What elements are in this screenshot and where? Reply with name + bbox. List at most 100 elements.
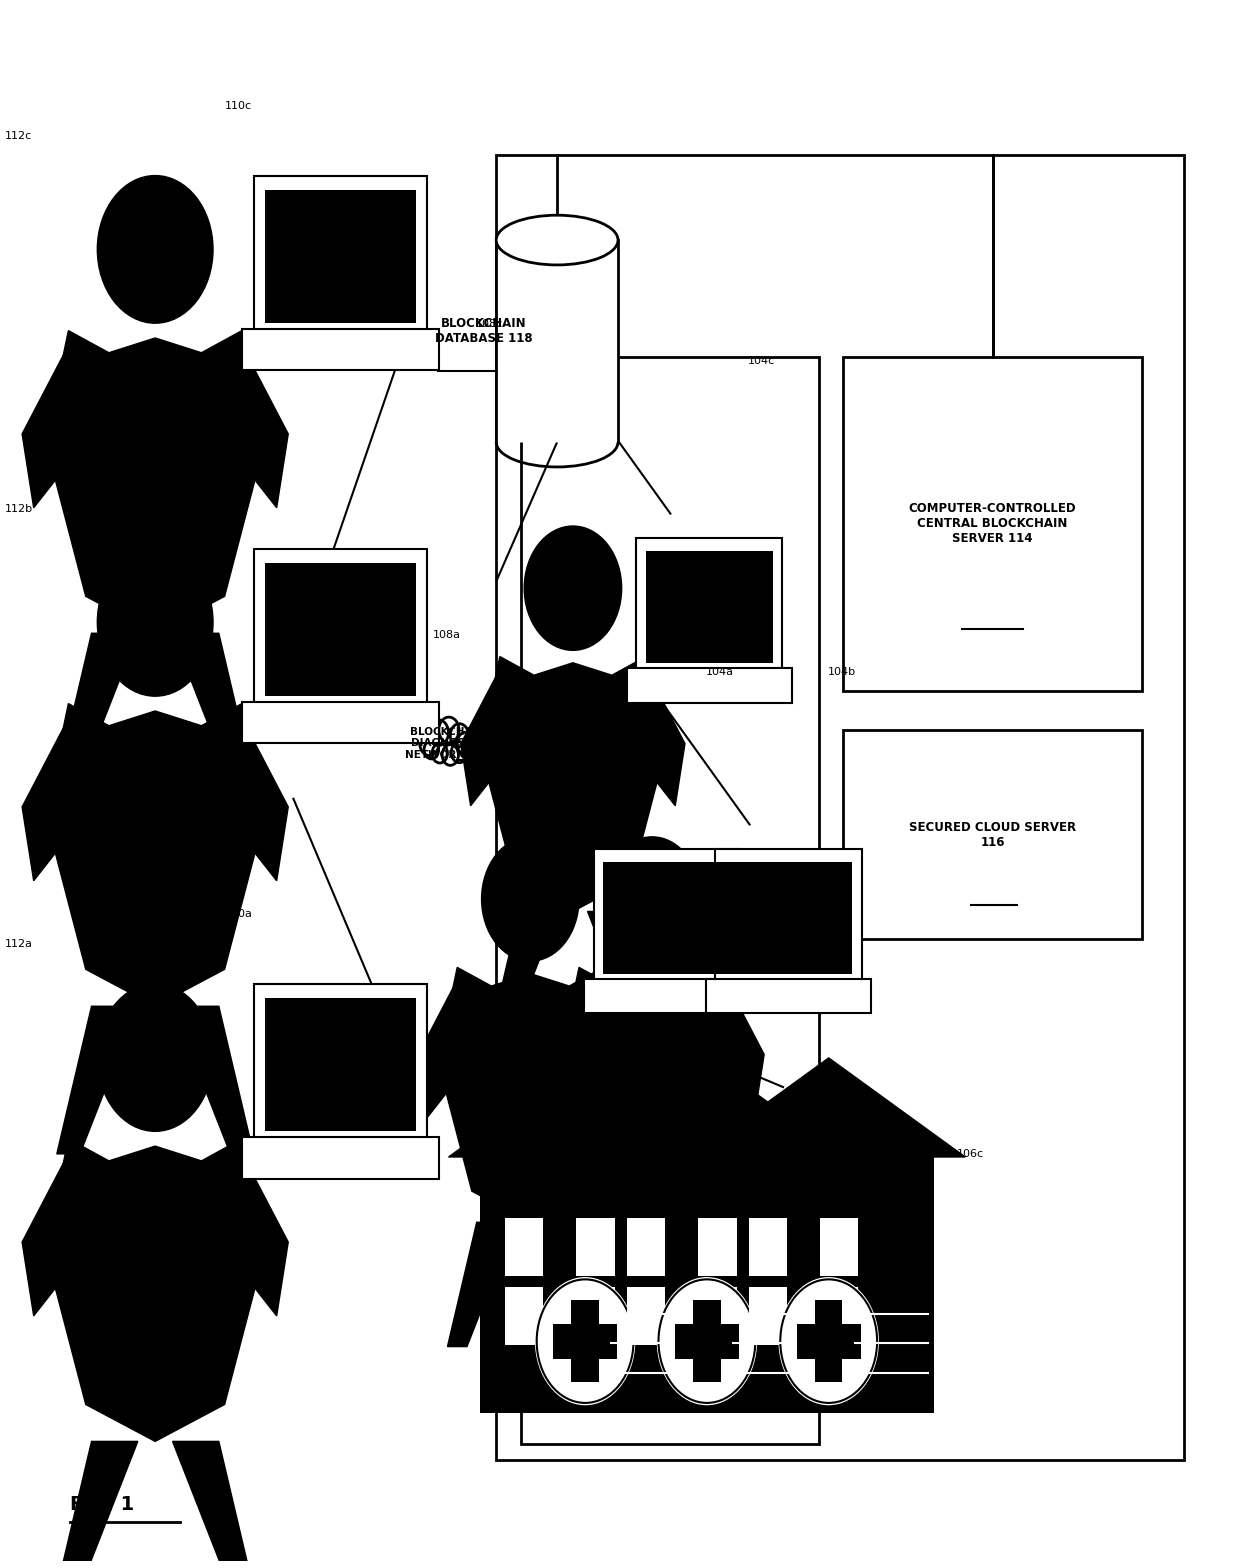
Circle shape	[451, 742, 467, 762]
Polygon shape	[706, 980, 764, 1116]
FancyBboxPatch shape	[626, 1287, 665, 1345]
Text: 110b: 110b	[224, 474, 253, 485]
FancyBboxPatch shape	[725, 862, 852, 974]
FancyBboxPatch shape	[584, 978, 749, 1013]
Polygon shape	[559, 967, 745, 1223]
Text: 110c: 110c	[224, 100, 252, 111]
Polygon shape	[490, 911, 558, 1036]
FancyBboxPatch shape	[626, 1218, 665, 1276]
Polygon shape	[57, 1441, 138, 1568]
FancyBboxPatch shape	[577, 1218, 615, 1276]
Text: 106a: 106a	[713, 1149, 740, 1159]
Polygon shape	[588, 911, 656, 1036]
Polygon shape	[45, 1138, 265, 1441]
FancyBboxPatch shape	[604, 862, 730, 974]
Polygon shape	[218, 718, 288, 881]
Text: 108b: 108b	[554, 630, 583, 640]
Circle shape	[97, 549, 213, 696]
FancyBboxPatch shape	[843, 356, 1142, 691]
Polygon shape	[45, 704, 265, 1007]
FancyBboxPatch shape	[253, 983, 427, 1146]
Circle shape	[779, 1276, 879, 1405]
Text: BLOCKCHAIN
DIAGNOSTIC
NETWORK 102: BLOCKCHAIN DIAGNOSTIC NETWORK 102	[405, 726, 490, 760]
FancyBboxPatch shape	[572, 1300, 599, 1381]
FancyBboxPatch shape	[242, 329, 439, 370]
Polygon shape	[692, 1058, 965, 1157]
Circle shape	[780, 1279, 877, 1403]
Polygon shape	[218, 1154, 288, 1316]
Polygon shape	[544, 1223, 613, 1347]
FancyBboxPatch shape	[636, 538, 782, 676]
Text: 104a: 104a	[706, 668, 734, 677]
FancyBboxPatch shape	[646, 550, 773, 663]
Text: 112b: 112b	[5, 503, 33, 514]
Text: 106b: 106b	[835, 1149, 863, 1159]
Text: 112a: 112a	[5, 939, 32, 949]
FancyBboxPatch shape	[715, 850, 862, 986]
Polygon shape	[22, 345, 92, 508]
FancyBboxPatch shape	[820, 1287, 858, 1345]
FancyBboxPatch shape	[675, 1323, 739, 1358]
Text: COMPUTER-CONTROLLED
CENTRAL BLOCKCHAIN
SERVER 114: COMPUTER-CONTROLLED CENTRAL BLOCKCHAIN S…	[909, 502, 1076, 546]
Circle shape	[420, 731, 439, 756]
Polygon shape	[57, 633, 138, 781]
FancyBboxPatch shape	[521, 356, 818, 1444]
Polygon shape	[496, 240, 618, 442]
Polygon shape	[218, 345, 288, 508]
Ellipse shape	[496, 215, 618, 265]
Circle shape	[443, 745, 459, 765]
FancyBboxPatch shape	[253, 549, 427, 710]
Circle shape	[428, 720, 449, 745]
Circle shape	[657, 1276, 758, 1405]
FancyBboxPatch shape	[698, 1218, 737, 1276]
Circle shape	[525, 525, 621, 651]
Text: 104c: 104c	[748, 356, 775, 367]
FancyBboxPatch shape	[693, 1300, 720, 1381]
FancyBboxPatch shape	[626, 668, 792, 702]
Text: 104b: 104b	[827, 668, 856, 677]
FancyBboxPatch shape	[577, 1287, 615, 1345]
Polygon shape	[418, 980, 476, 1116]
FancyBboxPatch shape	[724, 1157, 934, 1413]
Polygon shape	[45, 331, 265, 633]
Circle shape	[537, 1279, 634, 1403]
Polygon shape	[570, 1058, 843, 1157]
FancyBboxPatch shape	[242, 1137, 439, 1179]
Circle shape	[450, 724, 469, 746]
Polygon shape	[438, 967, 622, 1223]
FancyBboxPatch shape	[843, 729, 1142, 939]
Circle shape	[424, 740, 439, 759]
Circle shape	[604, 837, 701, 961]
Polygon shape	[172, 633, 253, 781]
Polygon shape	[667, 1223, 735, 1347]
FancyBboxPatch shape	[601, 1157, 812, 1413]
Polygon shape	[22, 718, 92, 881]
FancyBboxPatch shape	[265, 190, 415, 323]
Text: 110a: 110a	[224, 909, 253, 919]
Circle shape	[432, 743, 448, 764]
FancyBboxPatch shape	[480, 1157, 691, 1413]
Polygon shape	[172, 1007, 253, 1154]
Polygon shape	[22, 1154, 92, 1316]
Polygon shape	[448, 1223, 516, 1347]
Circle shape	[458, 732, 475, 754]
Polygon shape	[626, 670, 684, 806]
FancyBboxPatch shape	[815, 1300, 842, 1381]
FancyBboxPatch shape	[820, 1218, 858, 1276]
FancyBboxPatch shape	[749, 1287, 787, 1345]
FancyBboxPatch shape	[242, 702, 439, 743]
Text: SECURED CLOUD SERVER
116: SECURED CLOUD SERVER 116	[909, 820, 1076, 848]
Polygon shape	[172, 1441, 253, 1568]
FancyBboxPatch shape	[496, 155, 1184, 1460]
Text: BLOCKCHAIN
DATABASE 118: BLOCKCHAIN DATABASE 118	[435, 317, 533, 345]
FancyBboxPatch shape	[749, 1218, 787, 1276]
FancyBboxPatch shape	[265, 999, 415, 1132]
Polygon shape	[541, 980, 599, 1116]
Polygon shape	[569, 1223, 637, 1347]
Circle shape	[97, 176, 213, 323]
Text: FIG. 1: FIG. 1	[69, 1496, 134, 1515]
Circle shape	[97, 983, 213, 1132]
Text: 106c: 106c	[956, 1149, 983, 1159]
FancyBboxPatch shape	[253, 176, 427, 339]
Polygon shape	[449, 1058, 722, 1157]
